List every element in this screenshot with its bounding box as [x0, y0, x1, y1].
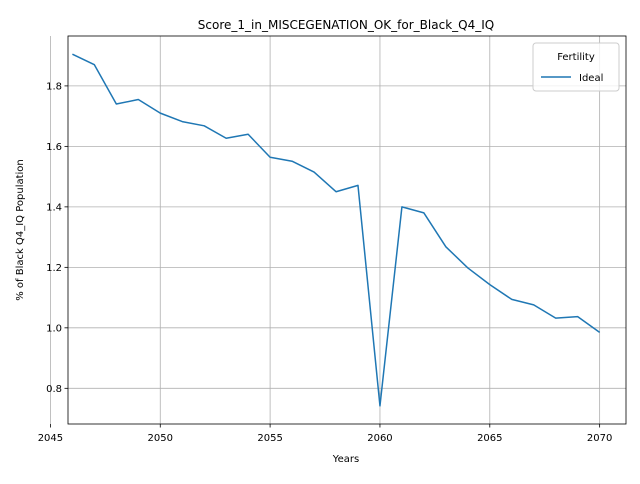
- x-tick-label: 2065: [477, 433, 502, 444]
- y-tick-label: 1.8: [46, 81, 62, 92]
- y-tick-label: 1.4: [46, 202, 62, 213]
- x-axis-label: Years: [332, 454, 359, 465]
- chart-title: Score_1_in_MISCEGENATION_OK_for_Black_Q4…: [198, 18, 494, 32]
- series-lines: [72, 53, 601, 407]
- x-tick-label: 2050: [148, 433, 173, 444]
- x-axis-ticks: 2045 2050 2055 2060 2065 2070: [38, 424, 612, 444]
- y-tick-label: 1.2: [46, 263, 62, 274]
- x-tick-label: 2055: [257, 433, 282, 444]
- legend-frame: [532, 42, 620, 92]
- x-tick-label: 2045: [38, 433, 63, 444]
- legend-title: Fertility: [557, 52, 595, 63]
- y-axis-label: % of Black Q4_IQ Population: [15, 159, 26, 301]
- y-tick-label: 1.6: [46, 142, 62, 153]
- series-line-ideal: [72, 53, 601, 407]
- plot-area-frame: [67, 35, 627, 425]
- legend: Fertility Ideal: [532, 42, 620, 92]
- x-tick-label: 2070: [587, 433, 612, 444]
- grid-lines: [50, 36, 626, 424]
- y-axis-ticks: 0.8 1.0 1.2 1.4 1.6 1.8: [46, 81, 68, 395]
- y-tick-label: 1.0: [46, 323, 62, 334]
- y-tick-label: 0.8: [46, 384, 62, 395]
- legend-series-label: Ideal: [579, 73, 603, 84]
- x-tick-label: 2060: [367, 433, 392, 444]
